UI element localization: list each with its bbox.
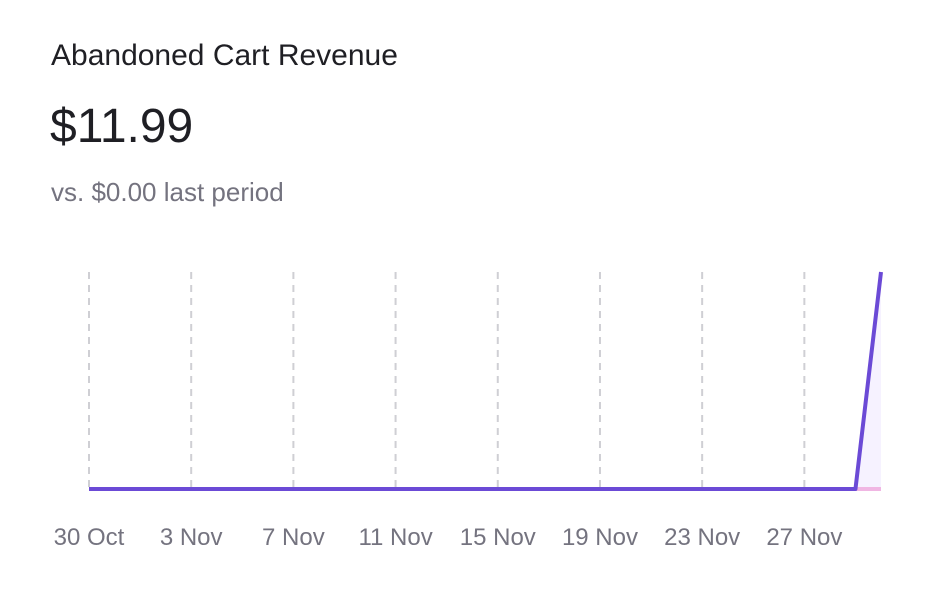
card-title: Abandoned Cart Revenue <box>51 39 398 72</box>
x-tick-label: 23 Nov <box>664 524 740 551</box>
revenue-value: $11.99 <box>50 100 194 153</box>
x-tick-label: 19 Nov <box>562 524 638 551</box>
x-tick-label: 3 Nov <box>160 524 223 551</box>
x-tick-label: 27 Nov <box>766 524 842 551</box>
x-tick-label: 15 Nov <box>460 524 536 551</box>
comparison-text: vs. $0.00 last period <box>51 177 284 207</box>
x-tick-label: 11 Nov <box>358 524 432 551</box>
x-tick-label: 30 Oct <box>54 524 125 551</box>
chart-x-tick-labels: 30 Oct 3 Nov 7 Nov 11 Nov 15 Nov 19 Nov 23 Nov… <box>54 524 843 551</box>
x-tick-label: 7 Nov <box>262 524 325 551</box>
current-period-line <box>89 271 883 491</box>
chart-series-layer <box>89 271 883 491</box>
chart-gridlines <box>88 272 806 489</box>
